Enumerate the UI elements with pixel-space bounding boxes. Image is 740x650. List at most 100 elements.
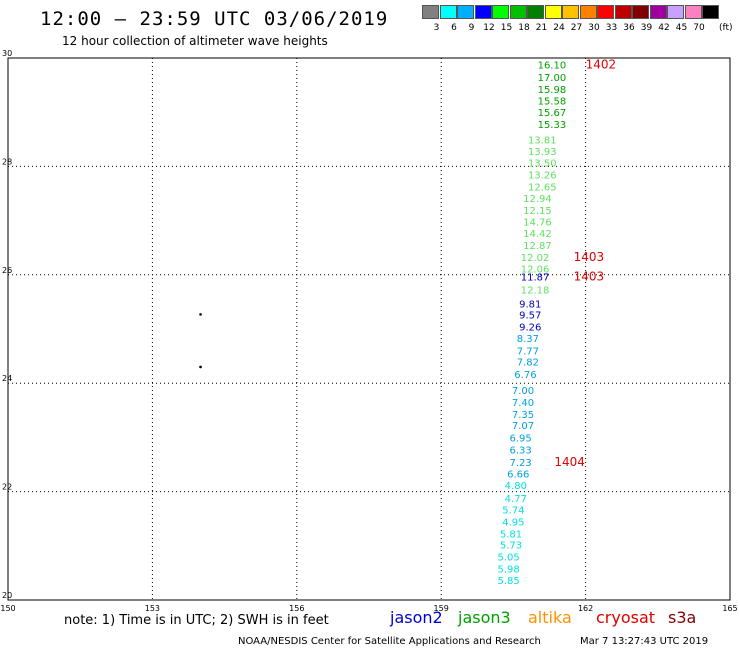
wave-height-label: 6.76 [514,370,536,381]
scale-swatch [474,5,492,19]
wave-height-label: 7.40 [512,398,534,409]
scale-swatch [509,5,527,19]
scale-label: 21 [535,23,548,33]
wave-height-label: 12.02 [521,253,550,264]
wave-height-label: 5.85 [497,576,519,587]
scale-swatch [579,5,597,19]
satellite-s3a: s3a [668,608,697,627]
satellite-cryosat: cryosat [596,608,656,627]
footnote: note: 1) Time is in UTC; 2) SWH is in fe… [64,613,329,628]
track-dot [199,313,202,316]
wave-height-label: 13.93 [528,147,557,158]
wave-height-label: 6.33 [509,445,531,456]
scale-label: 9 [468,23,475,33]
x-tick-label: 162 [578,604,593,613]
scale-swatch [544,5,562,19]
satellite-jason2: jason2 [390,608,443,627]
wave-height-label: 11.87 [521,272,550,283]
y-tick-label: 30 [2,49,12,58]
scale-label: 30 [588,23,600,33]
x-tick-label: 156 [289,604,304,613]
wave-height-label: 5.05 [497,553,519,564]
wave-height-label: 12.94 [523,194,552,205]
wave-height-label: 12.15 [523,206,552,217]
wave-height-label: 12.18 [521,285,550,296]
scale-label: 15 [500,23,513,33]
wave-height-label: 6.95 [509,433,531,444]
timestamp: Mar 7 13:27:43 UTC 2019 [580,636,709,647]
wave-height-label: 15.58 [538,96,567,107]
scale-swatch [439,5,457,19]
x-tick-label: 159 [434,604,449,613]
scale-label: 33 [605,23,618,33]
wave-height-label: 15.67 [538,108,567,119]
scale-label: 12 [483,23,495,33]
scale-swatch [457,5,474,19]
wave-height-label: 9.26 [519,322,541,333]
scale-swatch [702,5,719,19]
x-tick-label: 165 [722,604,737,613]
wave-height-label: 15.98 [538,85,567,96]
wave-height-label: 12.65 [528,182,557,193]
y-tick-label: 20 [2,591,12,600]
wave-height-label: 5.73 [500,541,522,552]
scale-label: 36 [623,23,635,33]
scale-label: 45 [675,23,688,33]
wave-height-label: 9.81 [519,300,541,311]
wave-height-label: 12.87 [523,241,552,252]
scale-swatch [527,5,544,19]
plot-frame [7,57,731,601]
pass-number-label: 1403 [574,250,605,264]
scale-swatch [492,5,509,19]
scale-label: 70 [693,23,705,33]
scale-unit: (ft) [719,23,733,33]
scale-swatch [422,5,439,19]
pass-number-label: 1404 [554,455,585,469]
scale-label: 27 [570,23,583,33]
y-tick-label: 26 [2,266,12,275]
wave-height-label: 12.06 [521,264,550,275]
wave-height-label: 7.23 [509,458,531,469]
wave-height-label: 7.77 [517,347,539,358]
track-dot [199,365,202,369]
satellite-altika: altika [528,608,572,627]
wave-height-label: 13.26 [528,171,557,182]
wave-height-label: 7.35 [512,410,534,421]
scale-swatch [562,5,579,19]
wave-height-label: 15.33 [538,120,567,131]
y-tick-label: 24 [2,374,12,383]
scale-swatch [684,5,702,19]
wave-height-label: 6.66 [507,470,529,481]
pass-number-label: 1402 [586,58,617,72]
y-tick-label: 28 [2,157,12,166]
scale-label: 39 [640,23,653,33]
scale-swatch [667,5,684,19]
wave-height-label: 8.37 [517,334,539,345]
scale-swatch [649,5,667,19]
wave-height-label: 7.82 [517,358,539,369]
y-tick-label: 22 [2,483,12,492]
scale-swatch [597,5,614,19]
wave-height-label: 5.98 [497,565,519,576]
credit-line: NOAA/NESDIS Center for Satellite Applica… [238,636,541,647]
scale-swatch [614,5,632,19]
satellite-jason3: jason3 [458,608,511,627]
wave-height-label: 9.57 [519,310,541,321]
wave-height-label: 13.81 [528,135,557,146]
scale-label: 3 [433,23,440,33]
scale-label: 18 [518,23,530,33]
scale-label: 24 [553,23,565,33]
x-tick-label: 150 [0,604,15,613]
wave-height-label: 4.95 [502,517,524,528]
wave-height-label: 7.00 [512,386,534,397]
page-title: 12:00 – 23:59 UTC 03/06/2019 [40,8,389,30]
scale-label: 42 [658,23,670,33]
wave-height-label: 4.77 [505,494,527,505]
wave-height-label: 17.00 [538,73,567,84]
wave-height-label: 14.42 [523,229,552,240]
scale-label: 6 [451,23,457,33]
wave-height-label: 13.50 [528,159,557,170]
wave-height-label: 5.74 [502,505,524,516]
wave-height-label: 14.76 [523,218,552,229]
